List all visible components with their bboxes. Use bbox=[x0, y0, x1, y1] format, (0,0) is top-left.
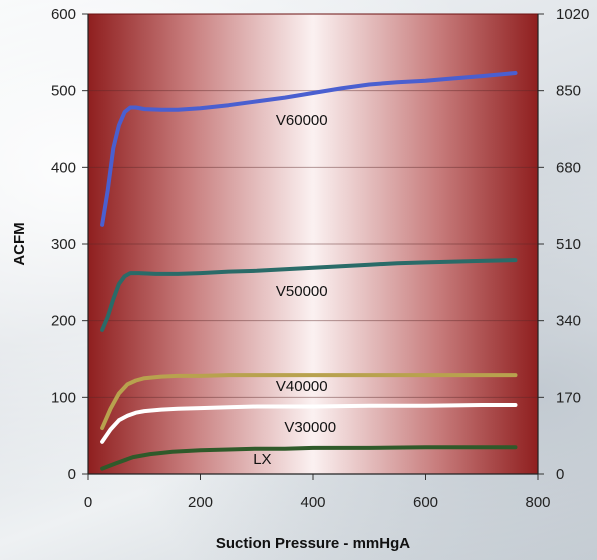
y2-tick-label: 1020 bbox=[556, 6, 589, 23]
axes bbox=[82, 13, 544, 480]
y2-tick-label: 170 bbox=[556, 389, 581, 406]
gridlines bbox=[88, 90, 538, 398]
y2-tick-label: 0 bbox=[556, 466, 564, 483]
y2-tick-label: 680 bbox=[556, 159, 581, 176]
series-labels: V60000 V50000 V40000 V30000 LX bbox=[253, 112, 336, 468]
y-tick-label: 400 bbox=[51, 159, 76, 176]
x-tick-label: 400 bbox=[300, 494, 325, 511]
series-label-v30000: V30000 bbox=[284, 419, 336, 436]
y-tick-label: 0 bbox=[68, 466, 76, 483]
series-label-lx: LX bbox=[253, 451, 271, 468]
series-line-v30000 bbox=[100, 403, 518, 444]
series-label-v60000: V60000 bbox=[276, 112, 328, 129]
y-tick-label: 200 bbox=[51, 313, 76, 330]
y2-tick-label: 510 bbox=[556, 236, 581, 253]
y2-tick-label: 850 bbox=[556, 83, 581, 100]
x-tick-label: 0 bbox=[84, 494, 92, 511]
y2-tick-label: 340 bbox=[556, 313, 581, 330]
plot-area bbox=[87, 13, 539, 475]
x-axis-title: Suction Pressure - mmHgA bbox=[216, 535, 410, 552]
series-line-lx bbox=[100, 445, 518, 471]
series-label-v50000: V50000 bbox=[276, 283, 328, 300]
x-tick-label: 800 bbox=[525, 494, 550, 511]
y-axis-title: ACFM bbox=[11, 222, 28, 265]
y-tick-label: 500 bbox=[51, 83, 76, 100]
series-label-v40000: V40000 bbox=[276, 378, 328, 395]
series-line-v50000 bbox=[100, 258, 518, 332]
series-lines bbox=[100, 71, 518, 471]
x-tick-label: 200 bbox=[188, 494, 213, 511]
series-line-v60000 bbox=[100, 71, 518, 227]
x-tick-label: 600 bbox=[413, 494, 438, 511]
y-tick-label: 300 bbox=[51, 236, 76, 253]
tick-labels: 0 100 200 300 400 500 600 0 170 340 510 680 850 1020 0… bbox=[51, 6, 589, 511]
y-tick-label: 100 bbox=[51, 389, 76, 406]
y-tick-label: 600 bbox=[51, 6, 76, 23]
series-line-v40000 bbox=[100, 373, 518, 430]
